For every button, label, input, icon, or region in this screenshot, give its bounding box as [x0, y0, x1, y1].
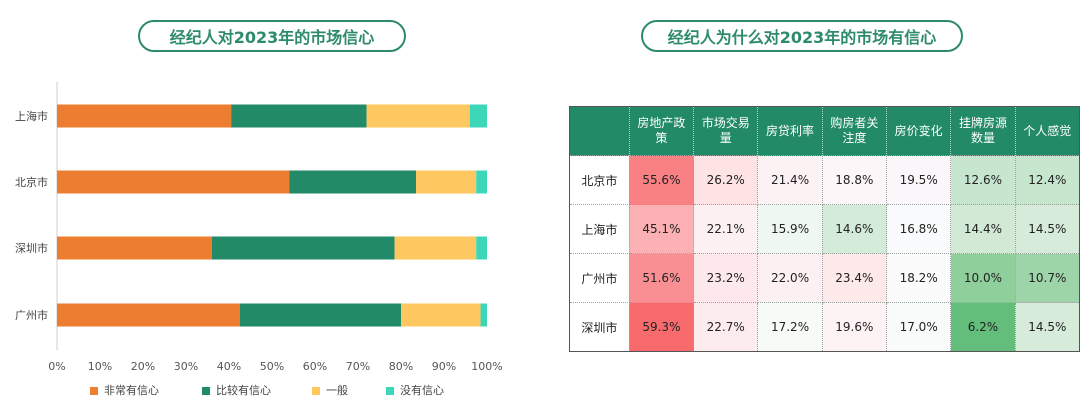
category-label: 北京市	[15, 175, 48, 189]
legend-swatch	[90, 387, 98, 395]
legend-item: 非常有信心	[90, 382, 159, 398]
table-row: 北京市 55.6% 26.2% 21.4% 18.8% 19.5% 12.6% 12.4%	[569, 155, 1080, 205]
bar-segment	[401, 303, 481, 327]
bar-segment	[231, 104, 367, 128]
legend-swatch	[386, 387, 394, 395]
legend-swatch	[312, 387, 320, 395]
x-tick-label: 20%	[131, 360, 155, 373]
table-cell: 22.1%	[693, 204, 759, 254]
row-label: 上海市	[569, 204, 630, 254]
x-tick-label: 90%	[432, 360, 456, 373]
category-label: 深圳市	[15, 241, 48, 255]
x-tick-label: 80%	[389, 360, 413, 373]
x-tick-label: 100%	[471, 360, 502, 373]
confidence-reasons-table: 房地产政策市场交易量房贷利率 购房者关 注度 房价变化 挂牌房源 数量 个人感觉 北京市 55…	[569, 106, 1080, 352]
table-cell: 22.0%	[757, 253, 823, 303]
x-tick-label: 10%	[88, 360, 112, 373]
bar-segment	[57, 104, 232, 128]
table-cell: 14.5%	[1014, 302, 1080, 352]
legend-swatch	[202, 387, 210, 395]
bar-segment	[289, 170, 417, 194]
bar-segment	[57, 236, 212, 260]
table-row: 上海市 45.1% 22.1% 15.9% 14.6% 16.8% 14.4% 14.5%	[569, 204, 1080, 254]
bar-segment	[394, 236, 477, 260]
bar-segment	[480, 303, 487, 327]
bar-segment	[57, 170, 290, 194]
table-cell: 10.7%	[1014, 253, 1080, 303]
table-cell: 17.0%	[885, 302, 952, 352]
bar-segment	[366, 104, 470, 128]
table-cell: 14.6%	[821, 204, 888, 254]
legend-label: 一般	[326, 384, 348, 397]
table-cell: 55.6%	[628, 155, 695, 205]
table-cell: 59.3%	[628, 302, 695, 352]
table-row: 广州市 51.6% 23.2% 22.0% 23.4% 18.2% 10.0% 10.7%	[569, 253, 1080, 303]
x-tick-label: 70%	[346, 360, 370, 373]
table-cell: 16.8%	[885, 204, 952, 254]
row-label: 广州市	[569, 253, 630, 303]
row-label: 深圳市	[569, 302, 630, 352]
table-cell: 45.1%	[628, 204, 695, 254]
table-cell: 23.2%	[693, 253, 759, 303]
table-cell: 19.5%	[885, 155, 952, 205]
column-header: 房贷利率	[757, 106, 823, 156]
table-cell: 14.4%	[950, 204, 1016, 254]
legend-item: 比较有信心	[202, 382, 271, 398]
table-cell: 17.2%	[757, 302, 823, 352]
legend-label: 非常有信心	[104, 384, 159, 397]
table-cell: 51.6%	[628, 253, 695, 303]
x-tick-label: 30%	[174, 360, 198, 373]
table-cell: 15.9%	[757, 204, 823, 254]
legend-label: 没有信心	[400, 384, 444, 397]
left-chart-title: 经纪人对2023年的市场信心	[138, 20, 406, 52]
bar-segment	[239, 303, 401, 327]
legend-item: 一般	[312, 382, 348, 398]
table-cell: 12.4%	[1014, 155, 1080, 205]
table-cell: 21.4%	[757, 155, 823, 205]
x-tick-label: 50%	[260, 360, 284, 373]
table-corner-cell	[569, 106, 630, 156]
column-header: 房地产政策	[628, 106, 695, 156]
table-row: 深圳市 59.3% 22.7% 17.2% 19.6% 17.0% 6.2% 14.5%	[569, 302, 1080, 352]
right-table-title: 经纪人为什么对2023年的市场有信心	[641, 20, 963, 52]
row-label: 北京市	[569, 155, 630, 205]
column-header: 市场交易量	[693, 106, 759, 156]
bar-segment	[476, 236, 487, 260]
bar-segment	[416, 170, 477, 194]
legend-label: 比较有信心	[216, 384, 271, 397]
table-cell: 23.4%	[821, 253, 888, 303]
x-tick-label: 60%	[303, 360, 327, 373]
table-cell: 18.8%	[821, 155, 888, 205]
column-header: 挂牌房源 数量	[950, 106, 1016, 156]
table-cell: 18.2%	[885, 253, 952, 303]
legend-item: 没有信心	[386, 382, 444, 398]
table-cell: 22.7%	[693, 302, 759, 352]
category-label: 上海市	[15, 109, 48, 123]
table-cell: 19.6%	[821, 302, 888, 352]
x-tick-label: 40%	[217, 360, 241, 373]
category-label: 广州市	[15, 308, 48, 322]
bar-segment	[57, 303, 240, 327]
column-header: 房价变化	[885, 106, 952, 156]
table-cell: 12.6%	[950, 155, 1016, 205]
x-tick-label: 0%	[48, 360, 65, 373]
column-header: 个人感觉	[1014, 106, 1080, 156]
table-cell: 26.2%	[693, 155, 759, 205]
table-cell: 10.0%	[950, 253, 1016, 303]
bar-segment	[476, 170, 487, 194]
table-cell: 6.2%	[950, 302, 1016, 352]
bar-segment	[211, 236, 395, 260]
table-cell: 14.5%	[1014, 204, 1080, 254]
bar-segment	[469, 104, 487, 128]
column-header: 购房者关 注度	[821, 106, 888, 156]
